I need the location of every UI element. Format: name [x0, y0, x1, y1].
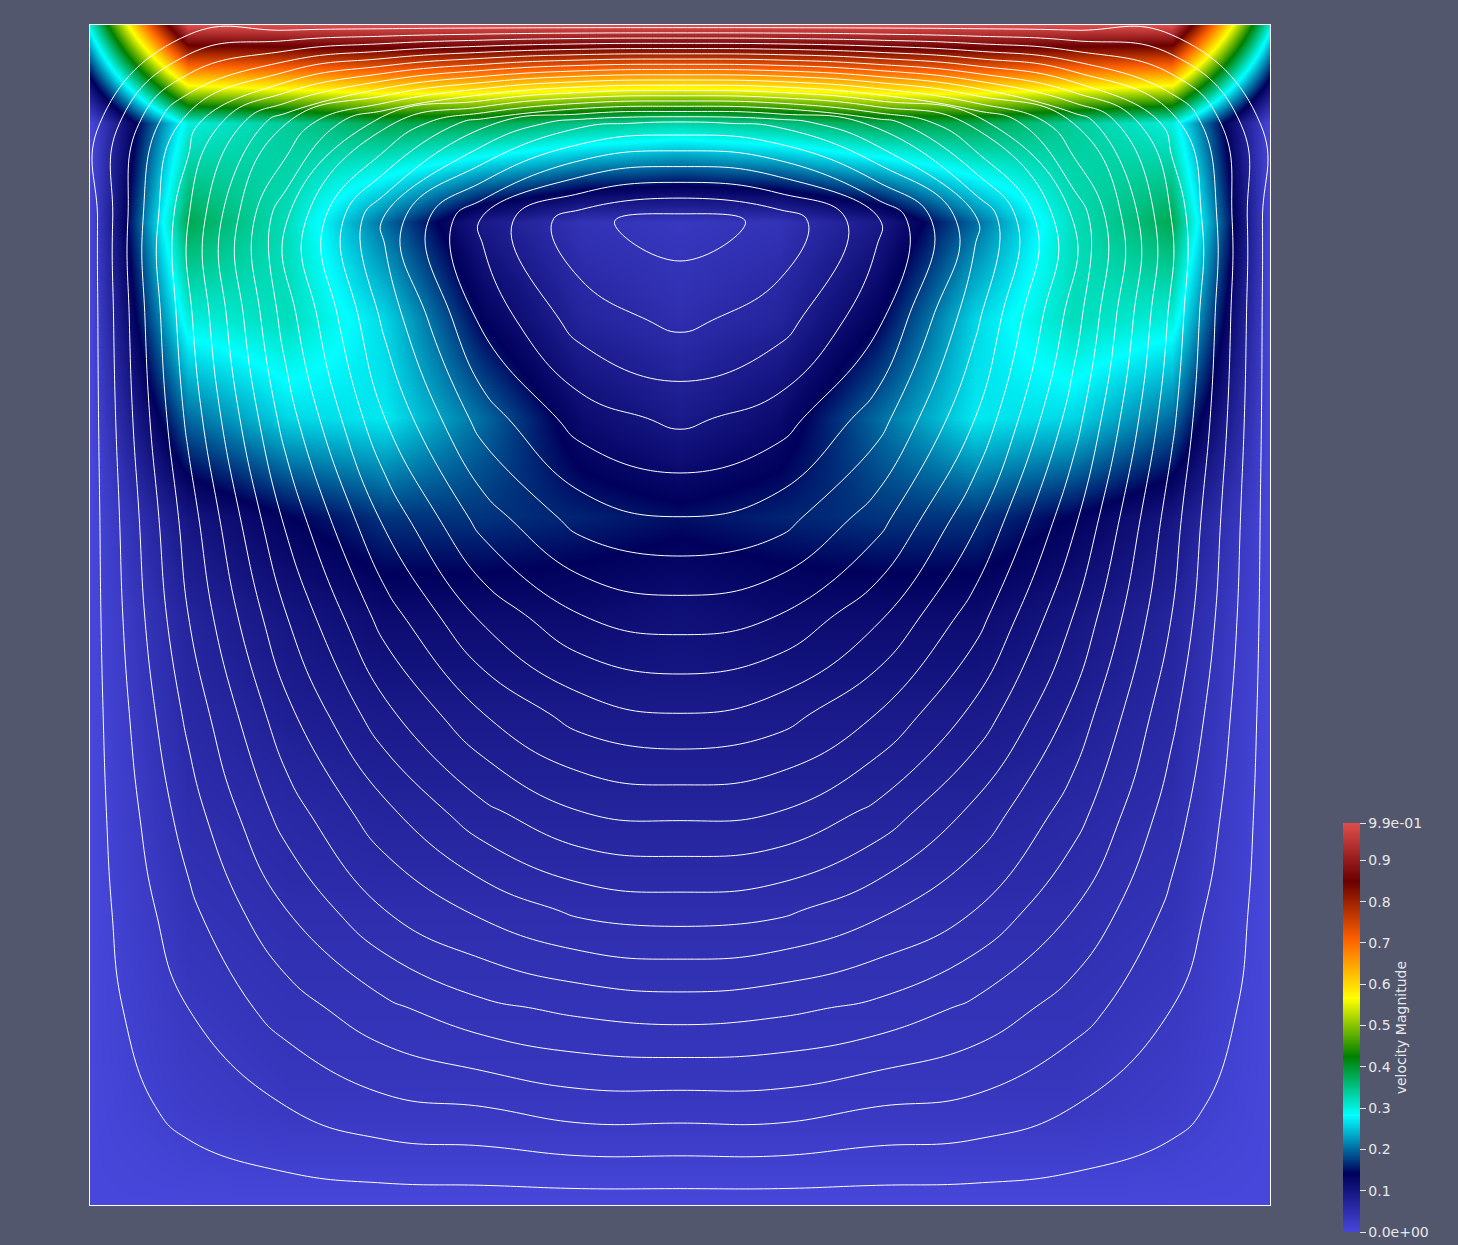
svg-text:0.6: 0.6 [1368, 976, 1390, 992]
svg-text:velocity Magnitude: velocity Magnitude [1393, 961, 1409, 1094]
svg-text:0.7: 0.7 [1368, 935, 1390, 951]
svg-text:0.1: 0.1 [1368, 1183, 1390, 1199]
svg-text:0.4: 0.4 [1368, 1059, 1390, 1075]
svg-text:0.2: 0.2 [1368, 1141, 1390, 1157]
svg-text:9.9e-01: 9.9e-01 [1368, 815, 1422, 831]
svg-text:0.9: 0.9 [1368, 852, 1390, 868]
svg-text:0.5: 0.5 [1368, 1017, 1390, 1033]
svg-text:0.8: 0.8 [1368, 894, 1390, 910]
svg-text:0.3: 0.3 [1368, 1100, 1390, 1116]
svg-text:0.0e+00: 0.0e+00 [1368, 1224, 1428, 1240]
